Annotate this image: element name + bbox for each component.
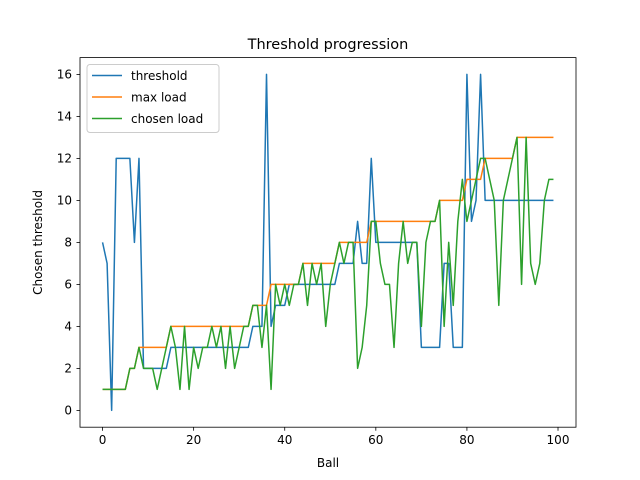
series-line-chosen-load xyxy=(102,136,554,391)
legend-label-threshold: threshold xyxy=(131,69,188,83)
series-lines xyxy=(101,73,554,412)
x-tick-label: 40 xyxy=(277,433,292,447)
y-axis-label: Chosen threshold xyxy=(31,190,45,295)
y-tick-label: 0 xyxy=(64,404,72,418)
x-tick-label: 60 xyxy=(368,433,383,447)
y-tick-label: 16 xyxy=(57,68,72,82)
x-axis-label: Ball xyxy=(317,456,339,470)
series-line-max-load xyxy=(102,136,554,391)
y-tick-label: 12 xyxy=(57,152,72,166)
y-tick-label: 6 xyxy=(64,278,72,292)
plot-frame xyxy=(79,57,577,428)
axis-ticks: 0 20 40 60 80 100 0 2 4 6 8 10 12 14 16 xyxy=(57,68,570,448)
legend-label-chosen-load: chosen load xyxy=(131,112,203,126)
x-tick-label: 20 xyxy=(186,433,201,447)
y-tick-label: 14 xyxy=(57,110,72,124)
legend-label-max-load: max load xyxy=(131,90,187,104)
legend-box xyxy=(86,64,220,133)
y-tick-label: 2 xyxy=(64,362,72,376)
x-tick-label: 0 xyxy=(99,433,107,447)
y-tick-label: 8 xyxy=(64,236,72,250)
series-line-threshold xyxy=(101,73,554,412)
x-tick-label: 100 xyxy=(547,433,570,447)
chart-title: Threshold progression xyxy=(247,37,409,53)
legend: threshold max load chosen load xyxy=(86,64,220,133)
y-tick-label: 10 xyxy=(57,194,72,208)
x-tick-label: 80 xyxy=(459,433,474,447)
y-tick-label: 4 xyxy=(64,320,72,334)
